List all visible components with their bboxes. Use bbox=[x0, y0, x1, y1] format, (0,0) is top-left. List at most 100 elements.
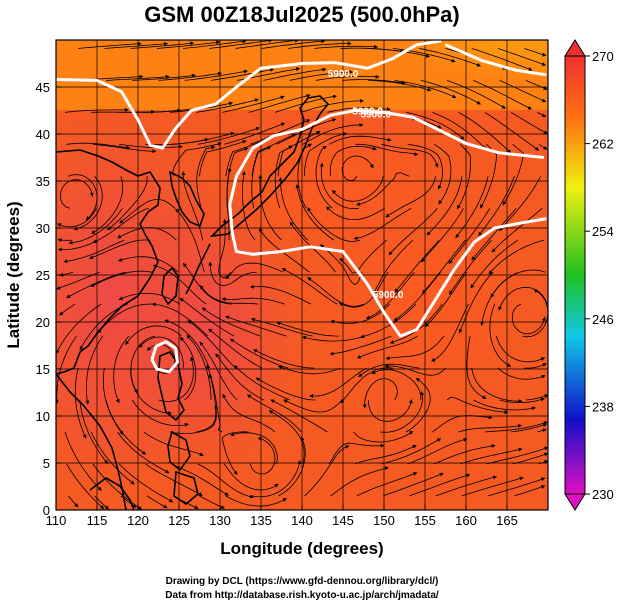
streamline bbox=[103, 368, 124, 435]
streamline bbox=[78, 41, 142, 49]
streamline bbox=[90, 431, 135, 485]
streamline bbox=[366, 48, 431, 58]
streamline bbox=[274, 145, 293, 209]
streamline bbox=[329, 335, 392, 356]
streamline bbox=[221, 297, 285, 305]
streamline bbox=[538, 460, 548, 465]
y-tick-label: 5 bbox=[43, 456, 50, 471]
streamline bbox=[446, 80, 506, 109]
streamline bbox=[131, 399, 189, 427]
streamline bbox=[457, 144, 471, 210]
streamline bbox=[258, 174, 282, 241]
coast-japan bbox=[209, 95, 330, 238]
streamline bbox=[458, 112, 512, 154]
streamline bbox=[281, 268, 338, 305]
streamline bbox=[60, 179, 94, 209]
streamline bbox=[338, 271, 389, 308]
streamline bbox=[67, 495, 79, 508]
streamline bbox=[332, 176, 384, 202]
streamline bbox=[143, 431, 204, 457]
streamline bbox=[57, 238, 72, 242]
streamline bbox=[85, 335, 104, 405]
streamline bbox=[538, 143, 548, 150]
streamline bbox=[491, 207, 543, 253]
streamline bbox=[179, 298, 235, 337]
coast-indochina bbox=[56, 373, 127, 510]
streamline bbox=[473, 399, 536, 411]
y-tick-label: 25 bbox=[36, 268, 50, 283]
streamline bbox=[113, 335, 130, 404]
streamline bbox=[409, 473, 471, 497]
streamline bbox=[222, 431, 249, 476]
grid bbox=[56, 40, 548, 510]
chart-title: GSM 00Z18Jul2025 (500.0hPa) bbox=[144, 2, 460, 27]
streamline bbox=[433, 143, 452, 205]
streamline bbox=[356, 335, 418, 359]
streamline bbox=[381, 143, 439, 168]
x-axis-label: Longitude (degrees) bbox=[220, 539, 383, 558]
streamline bbox=[309, 367, 367, 399]
colorbar-upper-arrow bbox=[564, 39, 586, 57]
streamline bbox=[197, 126, 260, 145]
streamline bbox=[64, 431, 102, 491]
streamline bbox=[276, 321, 339, 337]
streamline bbox=[89, 239, 151, 260]
streamline bbox=[315, 74, 380, 81]
streamline bbox=[158, 71, 222, 81]
streamline bbox=[326, 206, 385, 221]
streamline bbox=[342, 79, 406, 85]
streamline bbox=[320, 244, 363, 286]
streamline bbox=[104, 41, 169, 49]
streamline bbox=[431, 303, 469, 362]
streamline bbox=[484, 421, 548, 433]
streamline bbox=[461, 476, 524, 497]
streamline bbox=[448, 239, 492, 295]
streamline bbox=[66, 142, 131, 150]
colorbar-ticks: 230 238 246 254 262 270 bbox=[585, 49, 614, 502]
streamline bbox=[91, 176, 124, 234]
x-tick-label: 150 bbox=[373, 513, 395, 528]
streamline bbox=[432, 112, 487, 150]
streamline bbox=[385, 335, 445, 361]
colorbar-tick-label: 238 bbox=[592, 399, 614, 414]
streamline bbox=[130, 41, 195, 49]
streamline bbox=[225, 262, 284, 280]
y-tick-label: 15 bbox=[36, 362, 50, 377]
streamline bbox=[172, 142, 222, 177]
streamline bbox=[125, 325, 182, 346]
streamline bbox=[307, 276, 364, 307]
coast-ryukyu bbox=[185, 243, 211, 295]
x-tick-label: 110 bbox=[46, 513, 67, 528]
x-tick-label: 145 bbox=[332, 513, 354, 528]
streamline bbox=[215, 353, 264, 401]
coast-visayas bbox=[167, 430, 191, 472]
streamline bbox=[223, 122, 286, 145]
streamline bbox=[145, 463, 203, 496]
streamline bbox=[328, 135, 392, 145]
streamline bbox=[484, 112, 540, 151]
streamline bbox=[329, 145, 377, 177]
streamline bbox=[225, 495, 287, 507]
streamline bbox=[360, 303, 417, 339]
streamline bbox=[368, 399, 413, 422]
contour-label: 5900.0 bbox=[328, 69, 359, 80]
colorbar-tick-label: 246 bbox=[592, 312, 614, 327]
streamline bbox=[393, 271, 441, 322]
streamline bbox=[455, 176, 489, 239]
streamline bbox=[208, 328, 262, 369]
x-tick-label: 165 bbox=[496, 513, 518, 528]
streamline bbox=[171, 131, 235, 145]
x-tick-label: 160 bbox=[455, 513, 477, 528]
x-tick-label: 125 bbox=[168, 513, 190, 528]
y-tick-label: 40 bbox=[36, 127, 50, 142]
streamline bbox=[446, 396, 509, 415]
y-tick-label: 35 bbox=[36, 174, 50, 189]
streamline bbox=[152, 264, 207, 305]
streamline bbox=[246, 394, 302, 433]
streamline bbox=[288, 41, 352, 49]
streamline bbox=[107, 176, 148, 231]
colorbar-body bbox=[564, 55, 586, 495]
